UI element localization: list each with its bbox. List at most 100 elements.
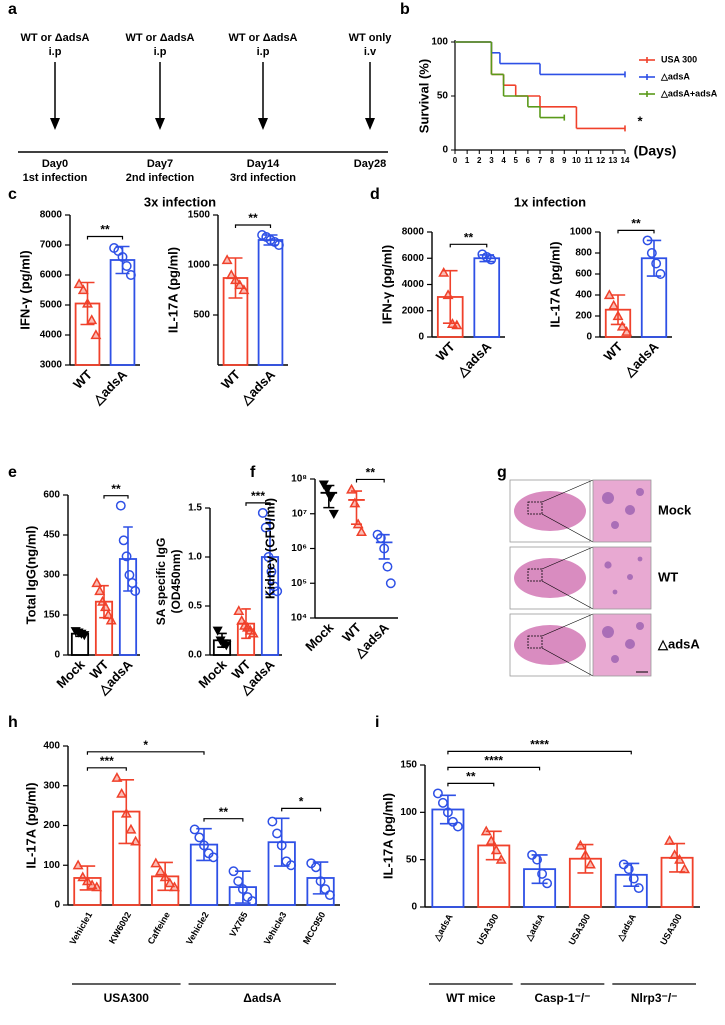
x-tick-label: 13 [608, 156, 617, 165]
data-point [159, 871, 171, 882]
y-tick-label: 500 [193, 310, 210, 321]
data-point [115, 500, 126, 511]
zoom-box [527, 568, 543, 582]
significance-label: **** [530, 738, 549, 752]
y-tick-label: 0 [586, 332, 592, 343]
significance-bracket [281, 807, 322, 812]
data-point [225, 269, 237, 280]
y-tick-label: 6000 [40, 270, 63, 281]
histology-label: WT [658, 569, 678, 584]
x-tick-label: KW6002 [107, 910, 133, 945]
data-point [432, 788, 443, 799]
data-point [91, 577, 103, 588]
data-point [130, 835, 142, 846]
data-point [73, 278, 85, 289]
data-point [324, 890, 335, 901]
data-point [267, 816, 278, 827]
y-tick-label: 400 [43, 741, 60, 752]
y-tick-label: 300 [43, 780, 60, 791]
data-point [372, 529, 383, 540]
x-tick-label: △adsA [89, 367, 130, 408]
y-tick-label: 6000 [402, 253, 425, 264]
y-tick-label: 50 [406, 854, 418, 865]
data-point [679, 863, 691, 874]
panel-label: c [8, 186, 17, 203]
significance-label: ** [248, 211, 258, 225]
data-point [379, 543, 390, 554]
y-tick-label: 400 [575, 290, 592, 301]
group-label: Nlrp3⁻/⁻ [631, 991, 678, 1005]
data-point [375, 533, 386, 543]
annotation: * [637, 113, 643, 128]
data-point [221, 254, 233, 265]
data-point [442, 289, 454, 300]
data-point [584, 858, 596, 869]
data-point [276, 840, 287, 851]
y-tick-label: 100 [43, 860, 60, 871]
tissue-lesion [637, 556, 643, 562]
y-tick-label: 2000 [402, 305, 425, 316]
data-point [328, 509, 339, 519]
data-point [451, 319, 463, 330]
tissue-lesion [636, 622, 644, 630]
y-tick-label: 150 [400, 760, 417, 771]
y-tick-label: 600 [43, 490, 60, 501]
significance-bracket [86, 767, 127, 771]
x-tick-label: 10 [572, 156, 581, 165]
y-axis-label: IL-17A (pg/ml) [23, 782, 38, 868]
y-tick-label: 100 [400, 807, 417, 818]
x-tick-label: Mock [302, 619, 337, 654]
x-tick-label: Caffeine [146, 910, 172, 946]
x-tick-label: 12 [596, 156, 605, 165]
x-tick-label: 14 [621, 156, 630, 165]
x-axis-label: (Days) [634, 143, 677, 159]
arrow-head [50, 118, 60, 130]
data-point [490, 844, 502, 855]
y-tick-label: 800 [575, 248, 592, 259]
panel-label: i [375, 714, 379, 731]
legend-label: △adsA+adsA [660, 88, 718, 98]
y-tick-label: 0 [411, 902, 417, 913]
error-bar [646, 239, 662, 277]
data-point [438, 266, 450, 277]
data-point [542, 878, 553, 889]
x-tick-label: Mock [53, 656, 88, 691]
y-axis-label: (OD450nm) [169, 549, 183, 613]
y-axis-label: Total IgG(ng/ml) [23, 526, 38, 625]
data-point [437, 797, 448, 808]
error-bar [350, 490, 363, 526]
zoom-guide [541, 580, 594, 610]
x-tick-label: 0 [453, 156, 458, 165]
tissue-lesion [611, 655, 619, 663]
significance-label: *** [251, 489, 265, 503]
significance-bracket [103, 495, 129, 499]
data-point [669, 849, 681, 860]
tissue-lesion [611, 521, 619, 529]
step-day: Day28 [354, 158, 386, 170]
panel-label: e [8, 464, 17, 481]
panel-label: a [8, 1, 17, 18]
group-label: USA300 [104, 991, 150, 1005]
step-route: i.p [154, 46, 167, 58]
y-tick-label: 600 [575, 269, 592, 280]
x-tick-label: 4 [501, 156, 506, 165]
data-point [356, 526, 367, 537]
data-point [486, 254, 497, 265]
tissue-section [514, 491, 586, 531]
data-point [646, 248, 657, 258]
tissue-lesion [602, 626, 614, 638]
data-point [72, 859, 84, 870]
data-point [618, 859, 629, 870]
data-point [194, 832, 205, 843]
data-point [116, 787, 128, 798]
data-point [452, 821, 463, 832]
y-axis-label: IFN-γ (pg/ml) [379, 245, 394, 324]
data-point [623, 864, 634, 875]
significance-bracket [203, 818, 244, 822]
data-point [125, 270, 136, 280]
error-bar [439, 794, 456, 825]
data-point [495, 853, 507, 864]
data-point [318, 480, 329, 490]
significance-bracket [447, 782, 495, 787]
data-point [150, 857, 162, 868]
